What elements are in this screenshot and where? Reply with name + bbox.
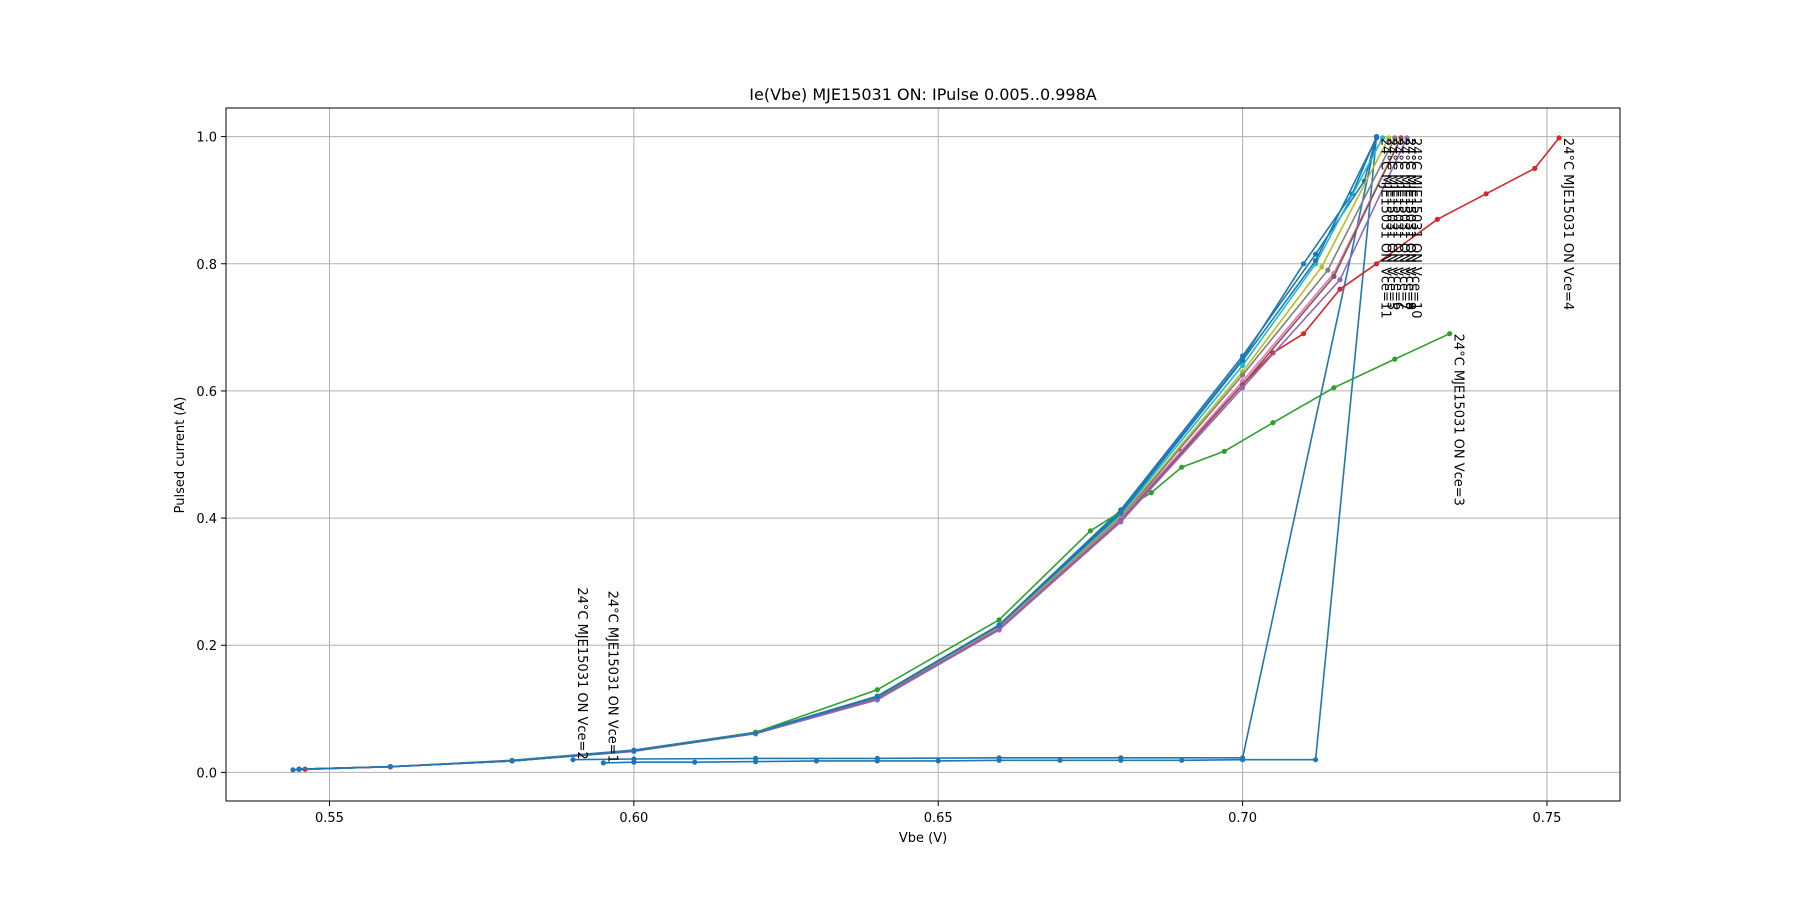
- data-point: [1373, 135, 1380, 141]
- plot-frame: [225, 107, 1621, 802]
- data-point: [1240, 362, 1246, 369]
- data-point: [1483, 191, 1489, 197]
- data-point: [387, 764, 393, 770]
- y-tick-label: 0.8: [196, 258, 217, 273]
- data-point: [600, 760, 607, 766]
- data-point: [1380, 135, 1386, 141]
- data-point: [874, 755, 880, 762]
- data-point: [1087, 528, 1093, 534]
- x-axis: 0.55 0.60 0.65 0.70 0.75: [315, 801, 1561, 826]
- data-point: [1532, 165, 1538, 171]
- data-point: [996, 622, 1002, 629]
- series-label: 24°C MJE15031 ON Vce=9: [1402, 138, 1417, 310]
- data-point: [1240, 755, 1246, 761]
- data-point: [1331, 385, 1337, 391]
- y-tick-label: 0.0: [196, 766, 217, 781]
- series-label: 24°C MJE15031 ON Vce=7: [1396, 138, 1411, 310]
- data-point: [1179, 464, 1185, 470]
- data-point: [1300, 331, 1307, 337]
- data-point: [1300, 261, 1307, 267]
- data-point: [1118, 519, 1124, 525]
- series-label: 24°C MJE15031 ON Vce=4: [1560, 138, 1575, 310]
- data-point: [1148, 490, 1154, 496]
- data-point: [1313, 757, 1319, 763]
- data-point: [1398, 135, 1404, 141]
- data-point: [1337, 286, 1343, 292]
- series-label: 24°C MJE15031 ON Vce=11: [1378, 138, 1393, 319]
- data-point: [1325, 267, 1331, 273]
- x-tick-label: 0.75: [1532, 811, 1561, 826]
- series-layer: [290, 134, 1562, 773]
- data-point: [753, 755, 759, 762]
- data-point: [1270, 420, 1276, 426]
- series-label: 24°C MJE15031 ON Vce=5: [1384, 138, 1399, 310]
- data-point: [1373, 261, 1380, 267]
- data-point: [509, 758, 515, 764]
- data-point: [1313, 251, 1319, 257]
- data-point: [1240, 357, 1246, 363]
- data-point: [1240, 385, 1246, 391]
- data-point: [692, 759, 698, 765]
- data-point: [813, 758, 820, 764]
- data-point: [935, 758, 941, 764]
- series-label: 24°C MJE15031 ON Vce=6: [1390, 138, 1405, 310]
- data-point: [1221, 448, 1227, 454]
- data-point: [1392, 356, 1398, 362]
- data-point: [1331, 273, 1337, 280]
- data-point: [570, 757, 576, 763]
- y-axis: 0.0 0.2 0.4 0.6 0.8 1.0: [196, 131, 226, 781]
- data-point: [1319, 264, 1325, 270]
- data-point: [1240, 372, 1246, 378]
- data-point: [1118, 510, 1124, 516]
- data-point: [1057, 757, 1063, 763]
- data-point: [631, 756, 637, 762]
- y-tick-label: 1.0: [196, 131, 217, 146]
- data-point: [996, 617, 1002, 623]
- y-tick-label: 0.4: [196, 512, 217, 527]
- data-point: [1556, 135, 1562, 141]
- data-point: [1179, 757, 1185, 763]
- x-axis-title: Vbe (V): [899, 831, 947, 846]
- x-tick-label: 0.65: [924, 811, 953, 826]
- data-point: [874, 694, 880, 700]
- data-point: [1337, 277, 1343, 283]
- x-tick-label: 0.60: [619, 811, 648, 826]
- series-label: 24°C MJE15031 ON Vce=8: [1402, 138, 1417, 310]
- data-point: [753, 730, 759, 736]
- data-point: [1434, 216, 1440, 222]
- series-label: 24°C MJE15031 ON Vce=3: [1451, 334, 1466, 506]
- series-11: [296, 135, 1380, 772]
- data-point: [1392, 135, 1398, 141]
- data-point: [631, 748, 637, 754]
- y-axis-title: Pulsed current (A): [173, 397, 188, 514]
- y-tick-label: 0.6: [196, 385, 217, 400]
- y-tick-label: 0.2: [196, 639, 217, 654]
- series-label: 24°C MJE15031 ON Vce=1: [604, 591, 619, 763]
- grid: [226, 108, 1620, 801]
- data-point: [290, 767, 296, 773]
- data-point: [1118, 755, 1124, 761]
- data-point: [296, 766, 302, 772]
- x-tick-label: 0.55: [315, 811, 344, 826]
- chart-title: Ie(Vbe) MJE15031 ON: IPulse 0.005..0.998…: [749, 85, 1096, 104]
- data-point: [1447, 331, 1453, 337]
- data-point: [1404, 135, 1410, 141]
- data-point: [1386, 135, 1392, 141]
- data-point: [996, 755, 1002, 761]
- data-point: [1313, 258, 1319, 264]
- series-label: 24°C MJE15031 ON Vce=10: [1408, 138, 1423, 319]
- series-label: 24°C MJE15031 ON Vce=2: [574, 587, 589, 759]
- data-point: [874, 687, 880, 693]
- x-tick-label: 0.70: [1228, 811, 1257, 826]
- series-labels: 24°C MJE15031 ON Vce=1 24°C MJE15031 ON V…: [574, 138, 1575, 763]
- data-point: [996, 627, 1002, 633]
